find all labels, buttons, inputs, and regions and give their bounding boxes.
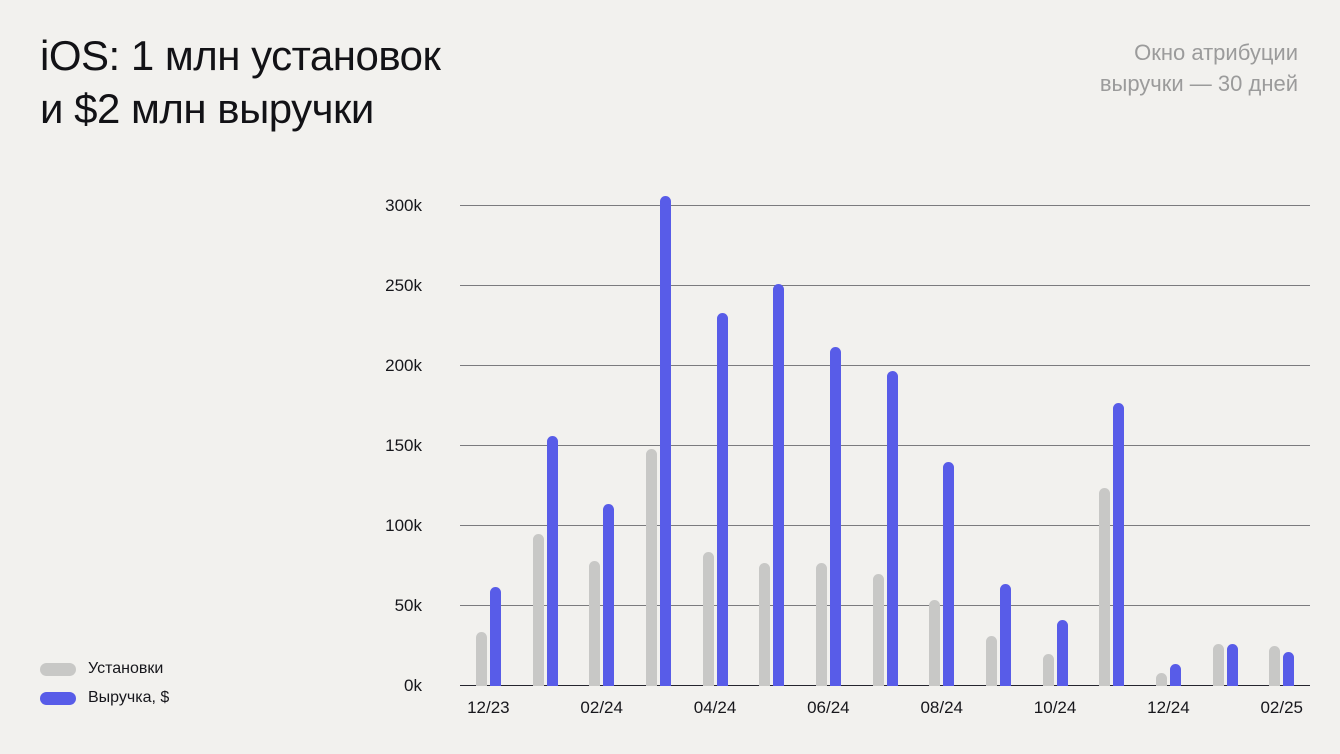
attribution-note: Окно атрибуции выручки — 30 дней (1100, 38, 1298, 100)
gridline-0k (460, 685, 1310, 686)
legend-item-revenue: Выручка, $ (40, 689, 169, 707)
x-tick-02-24: 02/24 (580, 698, 623, 717)
revenue-bar-11-24 (1113, 402, 1125, 686)
bar-group-10-24: 10/24 (1027, 206, 1084, 717)
revenue-bar-02-24 (603, 503, 615, 686)
revenue-bar-03-24 (659, 196, 671, 686)
installs-bar-06-24 (815, 562, 827, 686)
revenue-bar-06-24 (829, 346, 841, 686)
revenue-bar-10-24 (1056, 620, 1068, 686)
bar-group-09-24 (970, 206, 1027, 686)
bar-group-11-24 (1083, 206, 1140, 686)
bar-group-12-23: 12/23 (460, 206, 517, 717)
installs-bar-03-24 (645, 449, 657, 686)
legend-item-installs: Установки (40, 660, 169, 678)
installs-bar-12-24 (1155, 673, 1167, 686)
bar-group-03-24 (630, 196, 687, 686)
bar-group-05-24 (743, 206, 800, 686)
y-tick-100k: 100k (385, 516, 422, 535)
legend-label-revenue: Выручка, $ (88, 689, 170, 706)
x-tick-10-24: 10/24 (1033, 698, 1077, 717)
y-tick-150k: 150k (385, 436, 422, 455)
installs-bar-01-25 (1212, 644, 1224, 686)
installs-bar-10-24 (1042, 654, 1054, 686)
revenue-bar-12-24 (1169, 663, 1181, 686)
bar-group-04-24: 04/24 (687, 206, 744, 717)
y-tick-250k: 250k (385, 276, 422, 295)
installs-bar-04-24 (702, 551, 714, 686)
x-tick-08-24: 08/24 (920, 698, 963, 717)
gridlines (460, 205, 1310, 686)
revenue-bar-12-23 (489, 586, 501, 686)
y-tick-50k: 50k (394, 596, 422, 615)
x-tick-12-23: 12/23 (467, 698, 510, 717)
installs-bar-08-24 (929, 599, 941, 686)
gridline-250k (460, 285, 1310, 286)
y-tick-0k: 0k (404, 676, 422, 695)
y-tick-300k: 300k (385, 196, 422, 215)
bar-group-08-24: 08/24 (913, 206, 970, 717)
x-tick-06-24: 06/24 (807, 698, 850, 717)
revenue-bar-02-25 (1283, 652, 1295, 686)
attribution-note-line1: Окно атрибуции (1134, 40, 1298, 65)
revenue-bar-04-24 (716, 313, 728, 686)
installs-swatch (40, 662, 76, 676)
y-axis-labels: 0k 50k 100k 150k 200k 250k 300k (352, 196, 440, 695)
gridline-200k (460, 365, 1310, 366)
installs-bar-07-24 (872, 574, 884, 686)
page-title: iOS: 1 млн установок и $2 млн выручки (40, 30, 441, 136)
bar-chart: 0k 50k 100k 150k 200k 250k 300k 12/23 02/24 04/2… (385, 196, 1310, 717)
page-title-line2: и $2 млн выручки (40, 84, 374, 132)
x-tick-04-24: 04/24 (693, 698, 737, 717)
revenue-bar-09-24 (999, 583, 1011, 686)
revenue-bar-05-24 (773, 284, 785, 686)
bar-group-06-24: 06/24 (800, 206, 857, 717)
x-tick-12-24: 12/24 (1147, 698, 1190, 717)
installs-bar-05-24 (759, 562, 771, 686)
page-title-line1: iOS: 1 млн установок (40, 32, 441, 79)
bar-group-07-24 (857, 206, 914, 686)
revenue-bar-08-24 (943, 462, 955, 686)
gridline-300k (460, 205, 1310, 206)
attribution-note-line2: выручки — 30 дней (1099, 70, 1298, 96)
revenue-bar-07-24 (886, 370, 898, 686)
gridline-50k (460, 605, 1310, 606)
revenue-swatch (40, 691, 76, 705)
bar-group-02-24: 02/24 (573, 206, 630, 717)
bar-group-12-24: 12/24 (1140, 206, 1197, 717)
y-tick-200k: 200k (385, 356, 422, 375)
bar-group-02-25: 02/25 (1253, 206, 1310, 717)
installs-bar-11-24 (1099, 487, 1111, 686)
bar-group-01-24 (517, 206, 574, 686)
plot-area: 12/23 02/24 04/24 06/24 08/24 10/24 12/24 02/25 (460, 196, 1310, 717)
legend-label-installs: Установки (88, 660, 164, 677)
gridline-100k (460, 525, 1310, 526)
installs-bar-12-23 (475, 631, 487, 686)
installs-bar-01-24 (532, 534, 544, 686)
revenue-bar-01-25 (1226, 644, 1238, 686)
revenue-bar-01-24 (546, 436, 558, 686)
installs-bar-02-24 (589, 561, 601, 686)
legend: Установки Выручка, $ (40, 660, 169, 707)
installs-bar-09-24 (985, 636, 997, 686)
installs-bar-02-25 (1269, 646, 1281, 686)
bar-group-01-25 (1197, 206, 1254, 686)
x-tick-02-25: 02/25 (1260, 698, 1304, 717)
gridline-150k (460, 445, 1310, 446)
